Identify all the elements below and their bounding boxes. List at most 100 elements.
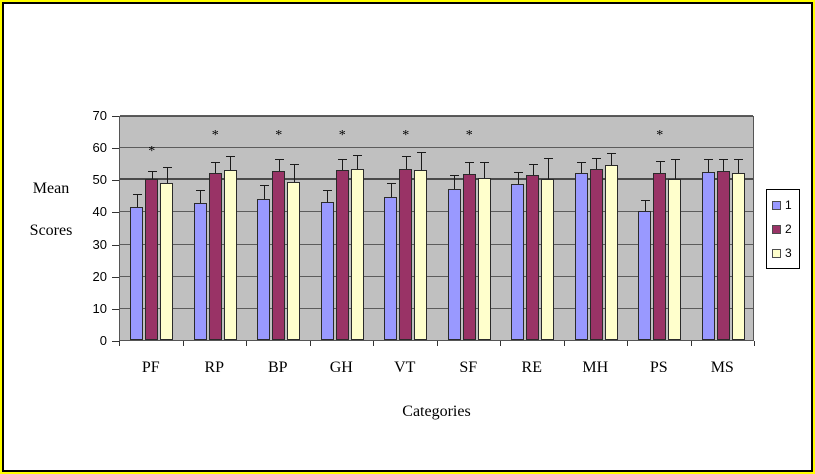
y-tick-label-50: 50 [92,172,107,188]
plot-area: * * * * * * * [119,115,756,341]
error-bar-GH-series3 [357,155,359,169]
y-tick-mark-30 [112,244,119,246]
error-bar-PS-series1 [644,200,646,212]
legend: 1 2 3 [766,189,800,269]
error-bar-cap-MS-series3 [734,159,744,160]
error-bar-cap-BP-series1 [259,184,269,186]
category-label-PS: PS [649,359,668,376]
bar-group-PF: * [120,117,184,340]
significance-asterisk-SF: * [465,127,473,143]
error-bar-cap-SF-series1 [450,175,460,177]
bar-SF-series2 [462,173,476,340]
y-tick-mark-40 [112,212,119,214]
bar-RE-series1 [511,184,525,340]
error-bar-RE-series2 [532,164,534,176]
y-tick-label-70: 70 [92,108,107,123]
bar-VT-series2 [399,168,413,340]
error-bar-cap-MS-series2 [719,159,729,160]
significance-asterisk-PF: * [148,143,156,159]
error-bar-SF-series1 [454,176,456,189]
gridline-y60 [120,147,753,149]
error-bar-MS-series2 [723,160,725,172]
bar-RP-series1 [193,203,207,340]
error-bar-SF-series3 [484,163,486,178]
error-bar-cap-RP-series1 [196,189,206,191]
bar-BP-series1 [257,198,271,340]
error-bar-PS-series2 [659,161,661,173]
category-label-VT: VT [394,359,416,376]
error-bar-cap-MH-series3 [607,152,617,154]
x-tick-mark-6 [500,341,501,346]
category-label-SF: SF [459,359,478,376]
error-bar-BP-series2 [278,160,280,172]
category-label-RP: RP [204,359,225,376]
error-bar-cap-VT-series3 [416,151,426,153]
bar-group-BP: * [247,117,311,340]
bar-SF-series3 [477,178,491,340]
error-bar-PS-series3 [674,160,676,180]
error-bar-cap-RP-series3 [226,155,236,157]
y-tick-label-10: 10 [92,300,107,316]
x-axis-title: Categories [402,403,471,420]
bar-GH-series1 [320,201,334,340]
category-label-PF: PF [141,359,160,376]
bar-RE-series3 [541,178,555,340]
y-tick-mark-10 [112,308,119,310]
bar-BP-series3 [287,181,301,340]
bar-group-MS [692,117,756,340]
error-bar-PF-series1 [136,195,138,207]
bar-PS-series2 [653,172,667,340]
bar-RE-series2 [526,175,540,340]
legend-entry-1: 1 [772,198,799,212]
x-tick-mark-8 [627,341,628,346]
bar-PS-series1 [638,211,652,340]
y-tick-label-60: 60 [92,140,107,156]
error-bar-PF-series2 [151,171,153,180]
significance-asterisk-PS: * [656,127,664,143]
error-bar-cap-PS-series3 [670,159,680,160]
bar-BP-series2 [272,171,286,340]
error-bar-VT-series1 [390,184,392,197]
significance-asterisk-BP: * [275,127,283,143]
gridline-y40 [120,211,753,213]
bar-group-SF: * [438,117,502,340]
error-bar-BP-series1 [263,185,265,199]
significance-asterisk-GH: * [338,127,346,143]
y-tick-mark-20 [112,276,119,278]
gridline-y30 [120,243,753,245]
error-bar-GH-series2 [342,160,344,170]
error-bar-cap-BP-series2 [274,159,284,160]
error-bar-cap-BP-series3 [289,163,299,165]
legend-label: 2 [785,222,792,236]
error-bar-cap-GH-series2 [338,159,348,160]
error-bar-cap-MH-series1 [577,162,587,164]
error-bar-cap-VT-series1 [386,183,396,185]
bar-group-PS: * [628,117,692,340]
x-tick-mark-7 [564,341,565,346]
error-bar-MS-series3 [738,160,740,173]
bar-group-MH [565,117,629,340]
bar-MH-series1 [574,172,588,340]
error-bar-cap-PS-series1 [640,199,650,201]
x-tick-mark-0 [119,341,120,346]
error-bar-cap-RE-series2 [528,163,538,165]
legend-entry-2: 2 [772,222,799,236]
error-bar-cap-GH-series3 [353,154,363,156]
error-bar-BP-series3 [293,164,295,182]
error-bar-RP-series3 [230,156,232,170]
error-bar-cap-RP-series2 [211,162,221,164]
error-bar-PF-series3 [166,168,168,183]
error-bar-GH-series1 [327,190,329,202]
error-bar-VT-series2 [405,156,407,169]
error-bar-cap-VT-series2 [401,155,411,157]
bar-group-RE [501,117,565,340]
legend-label: 3 [785,246,792,260]
x-tick-mark-3 [310,341,311,346]
y-tick-mark-50 [112,180,119,182]
y-tick-label-30: 30 [92,236,107,252]
y-axis-title-line1: Mean [32,180,70,197]
bar-GH-series2 [335,169,349,340]
error-bar-cap-PF-series3 [162,167,172,169]
legend-label: 1 [785,198,792,212]
